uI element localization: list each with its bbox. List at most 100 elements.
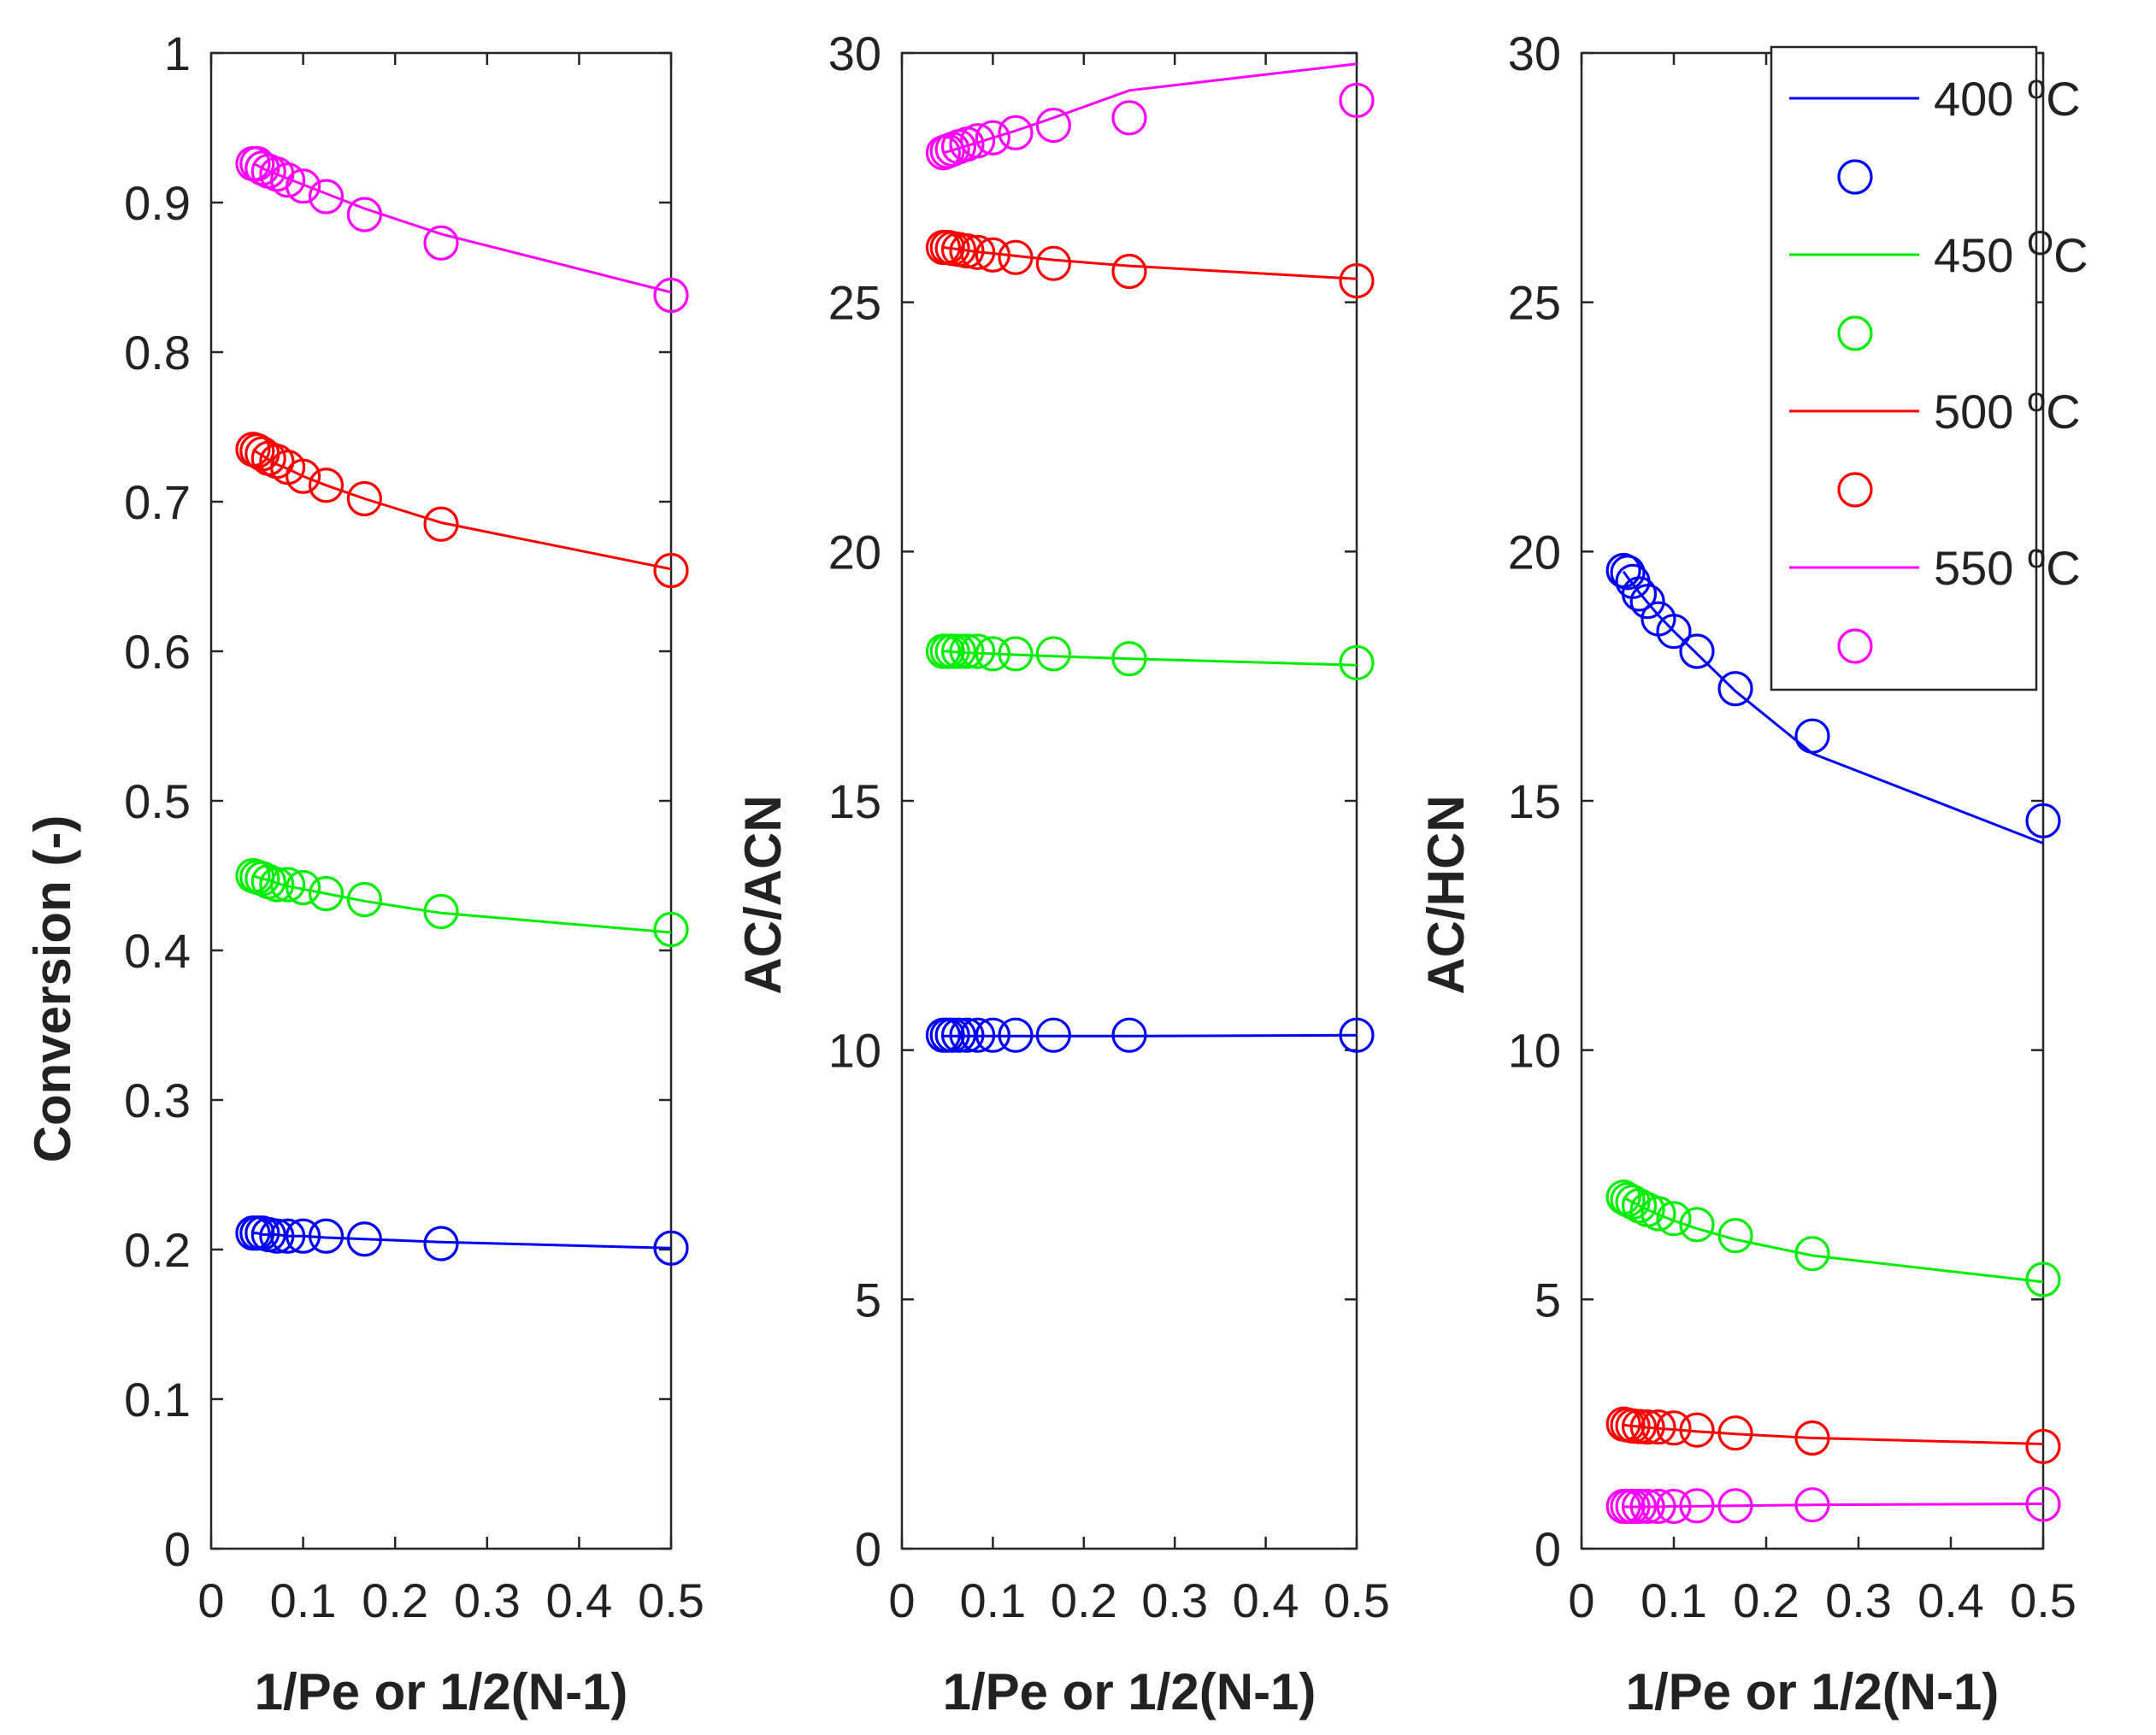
data-point bbox=[975, 120, 1011, 156]
data-point bbox=[1111, 1017, 1147, 1053]
data-point bbox=[1794, 1420, 1830, 1456]
y-tick-label: 25 bbox=[828, 276, 881, 330]
y-tick-label: 10 bbox=[1508, 1024, 1561, 1078]
data-point bbox=[653, 1230, 689, 1266]
x-tick-label: 0.1 bbox=[1641, 1573, 1707, 1627]
y-axis-label: AC/ACN bbox=[734, 795, 792, 994]
y-tick-label: 15 bbox=[1508, 774, 1561, 828]
series-line bbox=[1623, 1503, 2044, 1509]
data-point bbox=[239, 432, 275, 469]
data-point bbox=[975, 636, 1011, 672]
data-point bbox=[1679, 633, 1715, 669]
y-tick-label: 15 bbox=[828, 774, 881, 828]
series-550 bbox=[235, 145, 689, 314]
y-tick-label: 1 bbox=[164, 26, 191, 80]
legend-box bbox=[1770, 45, 2038, 691]
data-point bbox=[1035, 107, 1071, 144]
data-point bbox=[1621, 1409, 1658, 1444]
x-tick-label: 0.5 bbox=[1323, 1573, 1390, 1627]
data-point bbox=[1656, 1488, 1692, 1525]
data-point bbox=[270, 1218, 306, 1254]
x-tick-label: 0.1 bbox=[270, 1573, 337, 1627]
y-tick-label: 20 bbox=[828, 525, 881, 579]
data-point bbox=[1679, 1207, 1715, 1243]
data-point bbox=[259, 1218, 295, 1254]
legend-label: 500 oC bbox=[1934, 381, 2081, 438]
data-point bbox=[960, 633, 996, 669]
series-500 bbox=[1605, 1406, 2061, 1465]
data-point bbox=[2025, 1486, 2061, 1522]
legend-marker-swatch bbox=[1837, 159, 1873, 195]
data-point bbox=[1621, 576, 1658, 612]
data-point bbox=[1641, 1196, 1676, 1232]
data-point bbox=[1717, 1415, 1753, 1451]
data-point bbox=[308, 468, 345, 503]
x-tick-label: 0.4 bbox=[1233, 1573, 1299, 1627]
data-point bbox=[940, 1017, 977, 1053]
y-tick-label: 0 bbox=[164, 1522, 191, 1576]
data-point bbox=[998, 636, 1034, 672]
y-tick-label: 10 bbox=[828, 1024, 881, 1078]
panel-conversion: 0 0.1 0.2 0.3 0.4 0.5 0 0.1 0.2 0.3 0.4 0.5 0.6 0.7 0.… bbox=[24, 26, 704, 1720]
series-line bbox=[943, 1033, 1358, 1038]
panel-ac-acn: 0 0.1 0.2 0.3 0.4 0.5 0 5 10 15 20 25 30 1/Pe or 1/2(… bbox=[734, 26, 1390, 1720]
data-point bbox=[423, 225, 459, 261]
y-tick-label: 30 bbox=[828, 26, 881, 80]
series-500 bbox=[235, 432, 689, 589]
data-point bbox=[998, 239, 1034, 275]
x-tick-label: 0.4 bbox=[1917, 1573, 1984, 1627]
data-point bbox=[286, 869, 321, 906]
x-tick-label: 0.3 bbox=[1825, 1573, 1892, 1627]
data-point bbox=[975, 1017, 1011, 1053]
data-point bbox=[346, 480, 382, 517]
data-point bbox=[960, 234, 996, 270]
y-tick-label: 0 bbox=[855, 1522, 881, 1576]
data-point bbox=[259, 867, 295, 903]
series-line bbox=[943, 62, 1358, 155]
data-point bbox=[1111, 253, 1147, 290]
x-tick-label: 0.2 bbox=[362, 1573, 428, 1627]
x-tick-label: 0.3 bbox=[454, 1573, 521, 1627]
data-point bbox=[653, 552, 689, 589]
data-point bbox=[346, 1221, 382, 1257]
data-point bbox=[1679, 1488, 1715, 1524]
x-tick-label: 0.5 bbox=[638, 1573, 704, 1627]
y-axis-label: Conversion (-) bbox=[24, 815, 81, 1163]
legend-label: 450 OC bbox=[1934, 225, 2088, 282]
x-axis-label: 1/Pe or 1/2(N-1) bbox=[1626, 1663, 2000, 1720]
legend-marker-swatch bbox=[1837, 472, 1873, 508]
x-tick-label: 0.2 bbox=[1733, 1573, 1800, 1627]
data-point bbox=[1656, 1201, 1692, 1237]
y-tick-label: 0.6 bbox=[124, 625, 191, 679]
series-450 bbox=[235, 857, 689, 948]
data-point bbox=[1794, 1236, 1830, 1272]
data-point bbox=[1621, 1488, 1658, 1525]
legend-label: 550 oC bbox=[1934, 538, 2081, 595]
data-point bbox=[1621, 1188, 1658, 1224]
data-point bbox=[949, 1017, 985, 1053]
y-tick-label: 0.8 bbox=[124, 326, 191, 379]
y-tick-label: 5 bbox=[1535, 1273, 1561, 1326]
data-point bbox=[423, 506, 459, 542]
y-tick-label: 20 bbox=[1508, 525, 1561, 579]
data-point bbox=[346, 197, 382, 232]
data-point bbox=[653, 277, 689, 314]
data-point bbox=[2025, 803, 2061, 838]
y-tick-label: 25 bbox=[1508, 276, 1561, 330]
data-point bbox=[998, 1017, 1034, 1053]
data-point bbox=[1656, 614, 1692, 650]
x-tick-label: 0 bbox=[1568, 1573, 1594, 1627]
data-point bbox=[1641, 1488, 1676, 1525]
data-point bbox=[308, 875, 345, 912]
y-tick-label: 0.2 bbox=[124, 1223, 191, 1277]
data-point bbox=[949, 633, 985, 669]
x-tick-label: 0.1 bbox=[959, 1573, 1026, 1627]
data-point bbox=[1679, 1412, 1715, 1448]
legend-marker-swatch bbox=[1837, 315, 1873, 351]
x-tick-label: 0.4 bbox=[545, 1573, 612, 1627]
data-point bbox=[308, 1218, 345, 1254]
x-tick-label: 0 bbox=[197, 1573, 224, 1627]
y-tick-label: 0 bbox=[1535, 1522, 1561, 1576]
data-point bbox=[1629, 1488, 1665, 1525]
